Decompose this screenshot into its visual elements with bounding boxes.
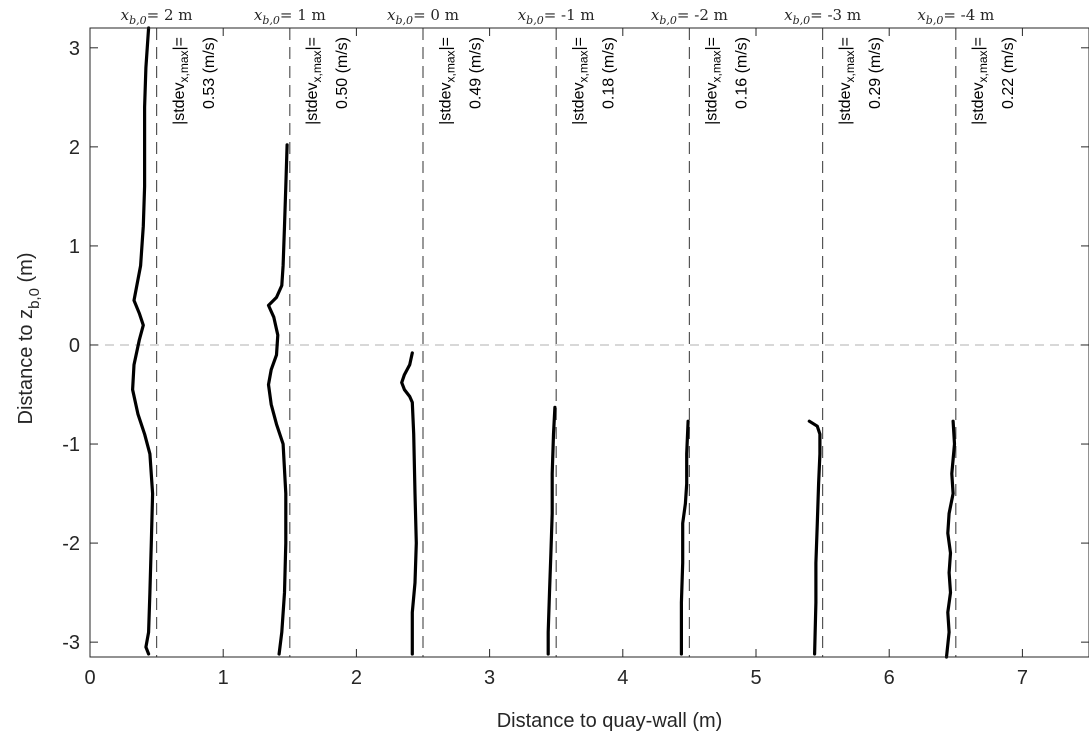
top-label: xb,0= 2 m <box>121 6 193 27</box>
top-label-sub: b,0 <box>526 14 544 27</box>
top-label-sub: b,0 <box>793 14 811 27</box>
x-tick-label: 1 <box>218 667 229 689</box>
annotation-text: |stdev <box>837 83 854 125</box>
x-tick-label: 5 <box>750 667 761 689</box>
top-label-var: x <box>651 6 660 24</box>
annotation-text: |stdev <box>304 83 321 125</box>
y-tick-label: -2 <box>62 533 80 555</box>
top-label-value: = 0 m <box>413 6 459 24</box>
top-label-sub: b,0 <box>926 14 944 27</box>
annotation-stdev-label: |stdevx,max|= <box>837 37 857 125</box>
y-axis-label-unit: (m) <box>15 252 37 288</box>
y-axis-label-sub: b,0 <box>26 288 43 309</box>
top-label: xb,0= -2 m <box>651 6 728 27</box>
top-label-var: x <box>254 6 263 24</box>
annotation-text: |stdev <box>570 83 587 125</box>
top-label-sub: b,0 <box>659 14 677 27</box>
annotation-value: 0.53 (m/s) <box>201 37 218 109</box>
top-label-var: x <box>121 6 130 24</box>
annotation-text: |= <box>570 37 587 51</box>
x-tick-label: 2 <box>351 667 362 689</box>
y-tick-label: -3 <box>62 632 80 654</box>
top-label-value: = -1 m <box>544 6 595 24</box>
annotation-text: |stdev <box>970 83 987 125</box>
y-tick-label: -1 <box>62 434 80 456</box>
top-label: xb,0= 0 m <box>387 6 459 27</box>
top-label-var: x <box>387 6 396 24</box>
y-tick-label: 1 <box>69 236 80 258</box>
top-label-sub: b,0 <box>396 14 414 27</box>
annotation-stdev-label: |stdevx,max|= <box>570 37 590 125</box>
annotation-value: 0.29 (m/s) <box>867 37 884 109</box>
annotation-value: 0.50 (m/s) <box>334 37 351 109</box>
series-line <box>679 419 690 656</box>
y-axis-label-main: Distance to z <box>15 309 37 425</box>
annotation-text: |= <box>437 37 454 51</box>
y-tick-label: 0 <box>69 335 80 357</box>
top-label: xb,0= -1 m <box>518 6 595 27</box>
annotation-text: |stdev <box>171 83 188 125</box>
series-line <box>400 351 418 656</box>
x-tick-label: 3 <box>484 667 495 689</box>
plot-frame <box>89 27 1089 658</box>
top-labels: xb,0= 2 m xb,0= 1 m xb,0= 0 m xb,0= -1 m xb,… <box>121 6 995 27</box>
annotation-value: 0.49 (m/s) <box>467 37 484 109</box>
x-tick-label: 0 <box>84 667 95 689</box>
annotations: |stdevx,max|= 0.53 (m/s) |stdevx,max|= 0.50… <box>171 37 1017 125</box>
y-tick-label: 3 <box>69 38 80 60</box>
top-label: xb,0= 1 m <box>254 6 326 27</box>
y-tick-label: 2 <box>69 137 80 159</box>
series-group <box>131 26 957 659</box>
y-axis-label: Distance to zb,0 (m) <box>15 252 43 424</box>
x-axis-label: Distance to quay-wall (m) <box>497 710 723 732</box>
top-label: xb,0= -4 m <box>917 6 994 27</box>
annotation-sub: x,max <box>310 51 324 83</box>
annotation-sub: x,max <box>177 51 191 83</box>
ticks: 0 1 2 3 4 5 6 7 -3 -2 -1 0 1 2 3 <box>62 28 1089 689</box>
annotation-stdev-label: |stdevx,max|= <box>970 37 990 125</box>
annotation-stdev-label: |stdevx,max|= <box>304 37 324 125</box>
annotation-sub: x,max <box>710 51 724 83</box>
annotation-text: |= <box>837 37 854 51</box>
x-tick-label: 7 <box>1017 667 1028 689</box>
series-line <box>266 143 289 656</box>
top-label-value: = -3 m <box>810 6 861 24</box>
top-label-var: x <box>518 6 527 24</box>
reference-lines <box>90 28 1089 657</box>
annotation-sub: x,max <box>843 51 857 83</box>
annotation-stdev-label: |stdevx,max|= <box>704 37 724 125</box>
top-label-value: = -4 m <box>943 6 994 24</box>
annotation-stdev-label: |stdevx,max|= <box>171 37 191 125</box>
annotation-sub: x,max <box>976 51 990 83</box>
top-label-sub: b,0 <box>262 14 280 27</box>
annotation-text: |= <box>304 37 321 51</box>
series-line <box>546 405 557 656</box>
annotation-value: 0.18 (m/s) <box>600 37 617 109</box>
annotation-sub: x,max <box>443 51 457 83</box>
annotation-text: |stdev <box>704 83 721 125</box>
series-line <box>131 26 155 656</box>
annotation-text: |stdev <box>437 83 454 125</box>
x-tick-label: 4 <box>617 667 628 689</box>
top-label-var: x <box>917 6 926 24</box>
top-label-value: = 2 m <box>147 6 193 24</box>
x-tick-label: 6 <box>884 667 895 689</box>
top-label-sub: b,0 <box>129 14 147 27</box>
top-label-var: x <box>784 6 793 24</box>
annotation-value: 0.16 (m/s) <box>734 37 751 109</box>
top-label-value: = -2 m <box>677 6 728 24</box>
annotation-value: 0.22 (m/s) <box>1000 37 1017 109</box>
annotation-stdev-label: |stdevx,max|= <box>437 37 457 125</box>
annotation-sub: x,max <box>576 51 590 83</box>
annotation-text: |= <box>970 37 987 51</box>
annotation-text: |= <box>704 37 721 51</box>
series-line <box>807 419 822 656</box>
series-line <box>944 419 957 659</box>
top-label-value: = 1 m <box>280 6 326 24</box>
annotation-text: |= <box>171 37 188 51</box>
top-label: xb,0= -3 m <box>784 6 861 27</box>
